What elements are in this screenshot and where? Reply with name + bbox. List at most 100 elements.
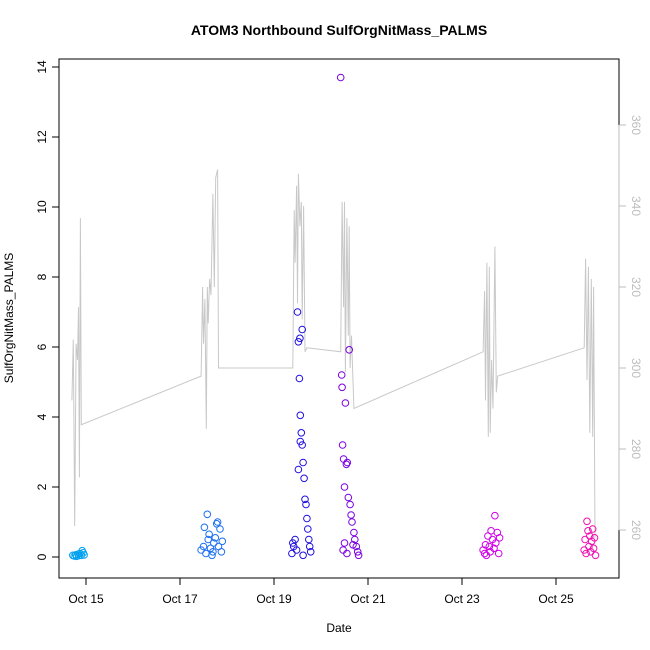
data-point [296, 334, 304, 343]
y-tick-label: 0 [35, 553, 49, 560]
data-point [347, 511, 355, 519]
data-point [485, 542, 494, 551]
right-tick-label: 260 [629, 520, 643, 540]
data-point [299, 551, 307, 560]
data-point [353, 548, 362, 556]
data-point [494, 549, 503, 558]
data-point [589, 544, 598, 553]
data-point [340, 539, 349, 547]
data-point [584, 527, 592, 535]
right-series-layer [71, 169, 596, 539]
data-point [351, 535, 359, 544]
data-point [77, 551, 86, 560]
x-tick-label: Oct 23 [444, 592, 480, 606]
data-point [340, 483, 349, 491]
data-point [337, 371, 346, 379]
data-point [349, 541, 357, 549]
y-axis-label: SulfOrgNitMass_PALMS [2, 253, 16, 383]
right-tick-label: 300 [629, 358, 643, 378]
data-point [294, 465, 303, 474]
data-point [582, 549, 590, 558]
chart-title: ATOM3 Northbound SulfOrgNitMass_PALMS [191, 22, 487, 38]
data-point [583, 517, 591, 526]
data-point [208, 551, 216, 560]
data-point [586, 532, 594, 540]
axes-layer: 0 2 4 6 8 10 12 14 Oct 15 Oct 17 Oct 19 Oct 21 Oct 2… [35, 60, 643, 606]
data-point [338, 441, 347, 449]
data-point [590, 534, 599, 542]
right-tick-label: 340 [629, 196, 643, 216]
data-point [581, 535, 589, 544]
right-tick-label: 320 [629, 277, 643, 297]
data-point [490, 544, 498, 553]
data-point [343, 458, 352, 467]
right-tick-label: 280 [629, 439, 643, 459]
y-tick-label: 4 [35, 413, 49, 420]
data-point [304, 525, 312, 533]
data-point [339, 546, 347, 554]
data-point [218, 537, 227, 546]
y-tick-label: 12 [35, 130, 49, 144]
data-point [302, 500, 310, 509]
scatter-points-layer [69, 73, 600, 561]
data-point [296, 411, 305, 420]
y-tick-label: 6 [35, 343, 49, 350]
data-point [482, 551, 491, 560]
data-point [200, 523, 209, 532]
x-tick-label: Oct 21 [350, 592, 386, 606]
data-point [305, 542, 314, 551]
data-point [350, 528, 358, 537]
data-point [300, 474, 308, 483]
data-point [204, 535, 212, 544]
data-point [291, 535, 299, 544]
y-tick-label: 14 [35, 60, 49, 74]
data-point [344, 493, 353, 502]
data-point [209, 548, 217, 556]
data-point [354, 551, 363, 560]
right-series-line [71, 169, 596, 539]
data-point [298, 325, 307, 334]
data-point [216, 525, 224, 533]
data-point [288, 549, 296, 558]
data-point [588, 525, 597, 533]
data-point [80, 551, 88, 559]
data-point [301, 495, 309, 504]
data-point [205, 530, 213, 539]
x-tick-label: Oct 17 [162, 592, 198, 606]
data-point [305, 535, 313, 544]
y-tick-label: 8 [35, 273, 49, 280]
data-point [296, 437, 305, 446]
data-point [292, 546, 301, 554]
data-point [480, 549, 489, 558]
data-point [213, 518, 222, 526]
data-point [481, 541, 490, 549]
data-point [336, 73, 345, 82]
data-point [591, 551, 600, 560]
data-point [299, 458, 307, 467]
data-point [492, 539, 500, 547]
x-tick-label: Oct 25 [538, 592, 574, 606]
data-point [203, 510, 212, 519]
data-point [338, 383, 346, 392]
x-tick-label: Oct 19 [256, 592, 292, 606]
x-axis-label: Date [326, 621, 352, 635]
x-tick-label: Oct 15 [68, 592, 104, 606]
y-tick-label: 10 [35, 200, 49, 214]
plot-frame [58, 58, 620, 579]
data-point [294, 338, 303, 346]
data-point [343, 549, 351, 558]
data-point [346, 500, 354, 509]
data-point [295, 374, 304, 383]
data-point [211, 534, 220, 542]
data-point [303, 514, 311, 523]
data-point [487, 527, 495, 535]
data-point [306, 548, 315, 556]
data-point [297, 429, 306, 437]
data-point [348, 518, 356, 526]
data-point [293, 308, 302, 316]
data-point [491, 511, 499, 520]
data-point [199, 542, 208, 551]
data-point [341, 399, 350, 407]
right-tick-label: 360 [629, 115, 643, 135]
